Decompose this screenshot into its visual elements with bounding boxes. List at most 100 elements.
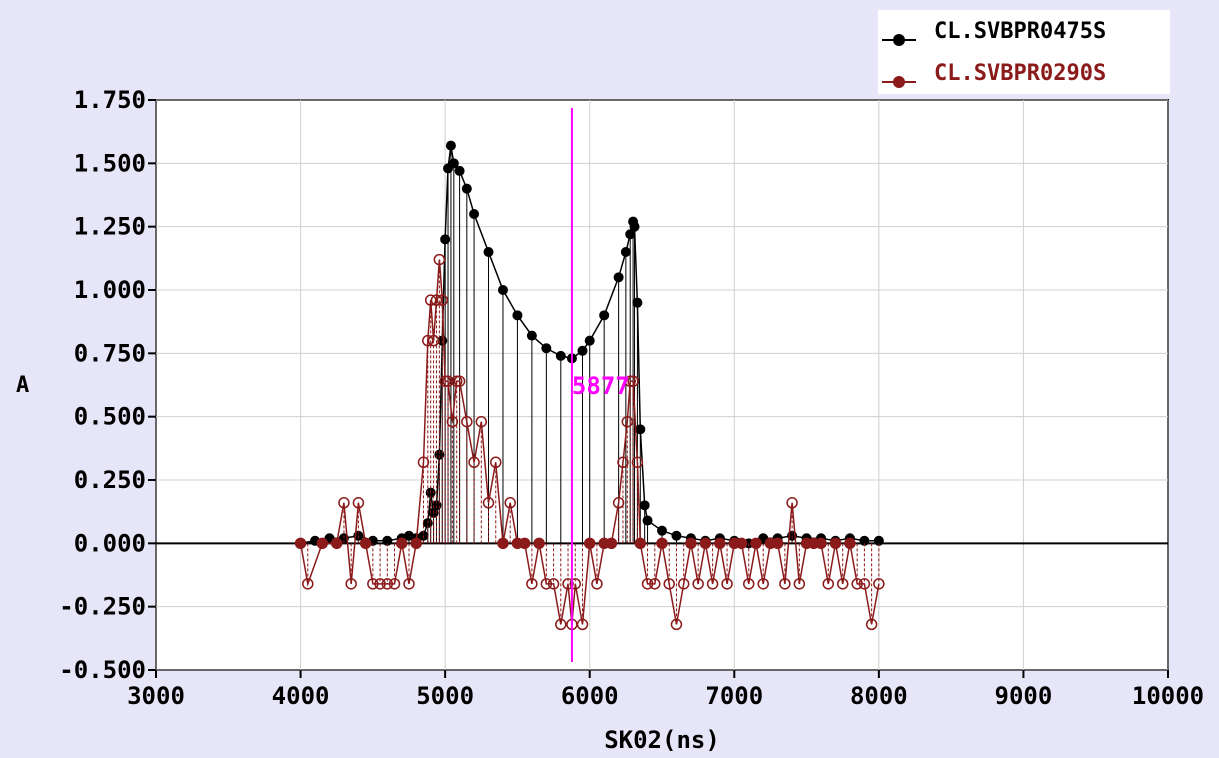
legend-label-2: CL.SVBPR0290S: [934, 61, 1106, 86]
data-point: [629, 221, 640, 232]
data-point: [569, 578, 582, 590]
data-point: [448, 158, 459, 169]
data-point: [591, 578, 603, 590]
data-point: [641, 578, 654, 590]
data-point: [670, 618, 683, 631]
data-point: [446, 415, 459, 428]
data-point: [518, 537, 531, 550]
data-point: [436, 294, 449, 306]
data-point: [663, 578, 675, 590]
data-point: [639, 500, 650, 511]
data-point: [504, 497, 516, 509]
data-point: [577, 345, 588, 356]
data-point: [605, 537, 618, 550]
data-point: [497, 285, 508, 295]
data-point: [656, 537, 668, 550]
data-point: [403, 578, 415, 590]
series-2: [294, 253, 885, 631]
data-point: [489, 456, 502, 469]
legend-marker-1: [893, 34, 905, 46]
data-point: [526, 578, 538, 590]
y-tick-label: 1.500: [74, 149, 146, 177]
data-point: [750, 537, 762, 550]
x-tick-label: 4000: [272, 682, 330, 710]
data-point: [627, 375, 639, 387]
data-point: [388, 578, 401, 590]
data-point: [547, 578, 560, 590]
y-tick-label: 1.250: [74, 213, 146, 241]
series-group: [294, 140, 885, 631]
y-tick-label: -0.500: [59, 656, 146, 684]
data-point: [338, 497, 350, 509]
y-tick-label: 0.000: [74, 529, 146, 557]
data-point: [624, 375, 636, 387]
data-point: [316, 537, 329, 550]
data-point: [422, 334, 434, 347]
data-point: [374, 578, 386, 590]
data-point: [757, 578, 769, 590]
data-point: [433, 253, 446, 266]
y-axis-label: A: [16, 373, 29, 398]
data-point: [562, 578, 574, 590]
y-tick-label: 0.750: [74, 339, 146, 367]
data-point: [450, 375, 463, 387]
data-point: [635, 424, 646, 435]
data-point: [439, 375, 451, 387]
y-tick-label: 0.250: [74, 466, 146, 494]
data-point: [330, 537, 343, 550]
legend-label-1: CL.SVBPR0475S: [934, 19, 1106, 44]
data-point: [858, 578, 871, 590]
y-tick-label: 0.500: [74, 403, 146, 431]
data-point: [742, 578, 755, 590]
data-point: [822, 578, 835, 590]
data-point: [583, 537, 596, 550]
data-point: [427, 334, 440, 347]
data-point: [677, 578, 690, 590]
cursor-label: 5877: [572, 372, 630, 400]
plot-area: [155, 99, 1169, 671]
data-point: [873, 578, 885, 590]
data-point: [345, 578, 357, 590]
data-point: [482, 497, 495, 509]
data-point: [445, 140, 456, 151]
x-tick-label: 9000: [995, 682, 1053, 710]
data-point: [359, 537, 372, 550]
data-point: [721, 578, 733, 590]
data-point: [367, 578, 379, 590]
data-point: [836, 578, 849, 590]
x-tick-label: 3000: [127, 682, 185, 710]
y-tick-label: 1.750: [74, 86, 146, 114]
data-point: [649, 578, 661, 590]
data-point: [851, 578, 863, 590]
data-point: [617, 456, 629, 469]
data-point: [294, 537, 307, 550]
data-point: [475, 415, 488, 428]
data-point: [584, 335, 595, 346]
cursor-group: 5877: [570, 108, 630, 662]
data-point: [685, 537, 697, 550]
data-point: [671, 530, 682, 541]
data-point: [859, 535, 870, 546]
data-point: [512, 310, 523, 321]
axes: 3000 4000 5000 6000 7000 8000 9000 10000 -0.500 -…: [59, 86, 1204, 710]
data-point: [541, 343, 552, 354]
x-tick-label: 5000: [416, 682, 474, 710]
data-point: [424, 294, 437, 306]
data-point: [612, 497, 625, 509]
data-point: [620, 247, 631, 257]
data-point: [613, 272, 624, 283]
data-point: [706, 578, 719, 590]
y-tick-label: 1.000: [74, 276, 146, 304]
data-point: [453, 375, 466, 387]
data-point: [382, 535, 393, 546]
data-point: [634, 537, 647, 550]
data-point: [555, 618, 567, 631]
data-point: [410, 537, 422, 550]
data-point: [621, 415, 634, 428]
data-point: [786, 497, 798, 509]
data-point: [454, 165, 465, 176]
data-point: [873, 535, 884, 546]
data-point: [699, 537, 712, 550]
